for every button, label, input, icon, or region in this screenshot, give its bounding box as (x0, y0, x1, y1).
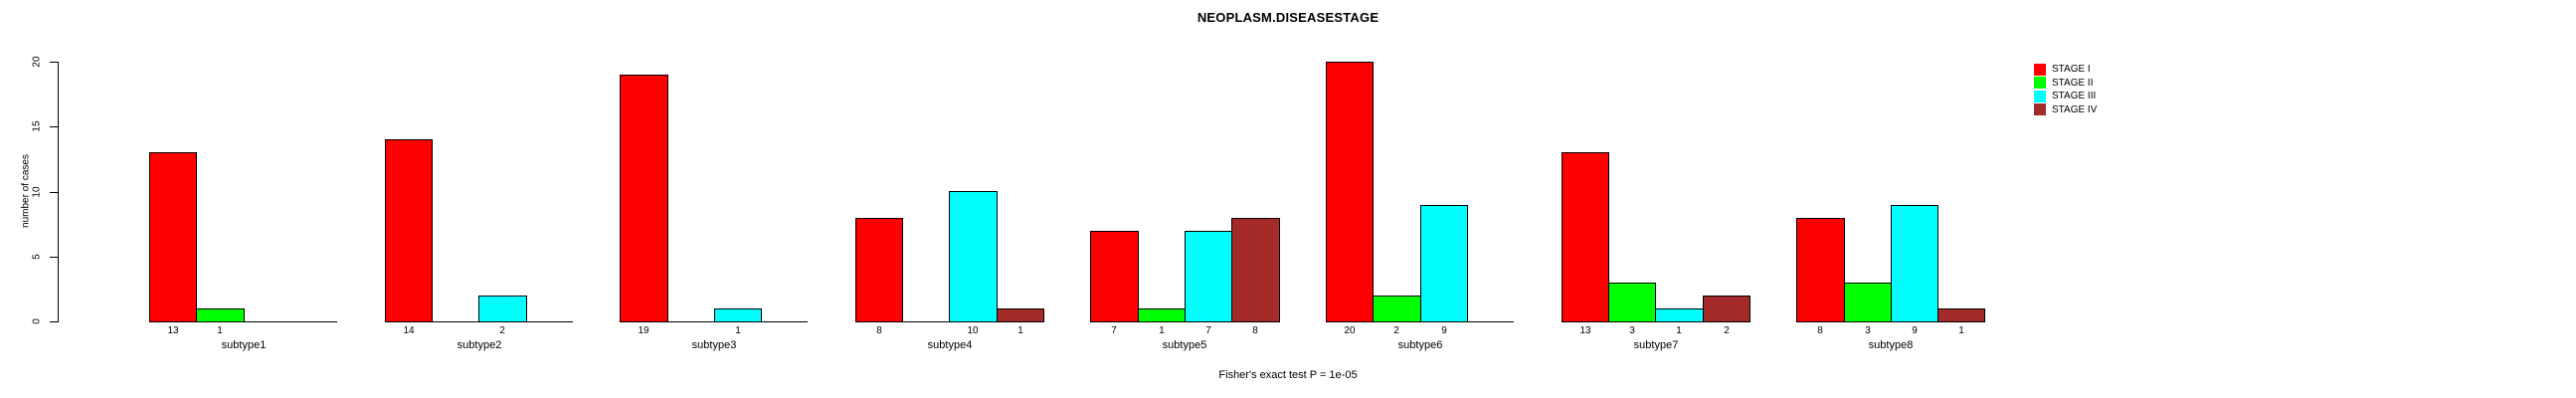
bar (478, 296, 527, 322)
bar-count-label: 20 (1344, 325, 1356, 336)
bar-count-label: 8 (1252, 325, 1258, 336)
legend-swatch (2034, 63, 2046, 76)
bar (1090, 231, 1139, 322)
category-label: subtype6 (1397, 339, 1443, 351)
y-axis-tick (50, 126, 58, 127)
bar-count-label: 1 (1958, 325, 1964, 336)
bar (1326, 62, 1374, 322)
bar-count-label: 9 (1912, 325, 1918, 336)
group-baseline (620, 321, 808, 322)
category-label: subtype2 (457, 339, 502, 351)
category-label: subtype1 (221, 339, 267, 351)
y-axis-label: number of cases (20, 154, 32, 228)
bar (714, 308, 762, 322)
legend-swatch (2034, 103, 2046, 116)
bar-count-label: 1 (1017, 325, 1023, 336)
y-axis-tick-label: 15 (31, 120, 43, 132)
chart-title: NEOPLASM.DISEASESTAGE (1196, 10, 1380, 25)
bar (997, 308, 1044, 322)
bar (1420, 205, 1468, 322)
bar (1562, 152, 1609, 322)
bar-count-label: 10 (967, 325, 979, 336)
legend: STAGE I STAGE II STAGE III STAGE IV (2034, 63, 2097, 116)
bar-count-label: 19 (638, 325, 649, 336)
legend-label: STAGE II (2052, 77, 2094, 89)
y-axis-tick-label: 5 (31, 254, 43, 260)
bar-count-label: 1 (735, 325, 741, 336)
bar (149, 152, 197, 322)
y-axis-tick (50, 321, 58, 322)
category-label: subtype8 (1868, 339, 1914, 351)
bar (1655, 308, 1704, 322)
bar (1185, 231, 1232, 322)
legend-item: STAGE III (2034, 90, 2097, 103)
legend-label: STAGE III (2052, 91, 2097, 102)
bar-count-label: 8 (1817, 325, 1823, 336)
bar-count-label: 7 (1205, 325, 1211, 336)
bar-count-label: 1 (217, 325, 223, 336)
bar-count-label: 2 (499, 325, 505, 336)
y-axis-tick (50, 192, 58, 193)
y-axis-tick-label: 10 (31, 186, 43, 198)
bar (1937, 308, 1985, 322)
bar (949, 191, 998, 322)
bar (1891, 205, 1938, 322)
bar-count-label: 1 (1159, 325, 1165, 336)
bar (1608, 283, 1656, 322)
bar (1703, 296, 1750, 322)
y-axis-line (58, 62, 59, 322)
category-label: subtype7 (1633, 339, 1679, 351)
category-label: subtype4 (927, 339, 973, 351)
bar (1231, 218, 1280, 322)
y-axis-tick (50, 62, 58, 63)
legend-label: STAGE IV (2052, 103, 2098, 115)
bar-count-label: 8 (876, 325, 882, 336)
bar-count-label: 2 (1393, 325, 1399, 336)
legend-item: STAGE I (2034, 63, 2097, 77)
y-axis-tick (50, 257, 58, 258)
bar-count-label: 14 (403, 325, 415, 336)
y-axis-tick-label: 20 (31, 56, 43, 68)
bar-count-label: 3 (1629, 325, 1635, 336)
bar-count-label: 3 (1865, 325, 1871, 336)
bar-count-label: 13 (167, 325, 179, 336)
bar (1844, 283, 1892, 322)
category-label: subtype3 (691, 339, 737, 351)
legend-item: STAGE II (2034, 77, 2097, 91)
category-label: subtype5 (1162, 339, 1207, 351)
bar-count-label: 13 (1579, 325, 1591, 336)
legend-item: STAGE IV (2034, 103, 2097, 117)
bar (620, 75, 668, 322)
bar-count-label: 2 (1724, 325, 1730, 336)
legend-swatch (2034, 77, 2046, 90)
bar (196, 308, 245, 322)
bar (1138, 308, 1186, 322)
y-axis-tick-label: 0 (31, 318, 43, 324)
bar-count-label: 1 (1676, 325, 1682, 336)
legend-label: STAGE I (2052, 64, 2091, 76)
caption-fisher-test: Fisher's exact test P = 1e-05 (1218, 369, 1358, 381)
bar-count-label: 9 (1441, 325, 1447, 336)
bar (385, 139, 433, 322)
bar (855, 218, 903, 322)
bar (1373, 296, 1421, 322)
bar-count-label: 7 (1111, 325, 1117, 336)
legend-swatch (2034, 90, 2046, 102)
bar (1796, 218, 1845, 322)
